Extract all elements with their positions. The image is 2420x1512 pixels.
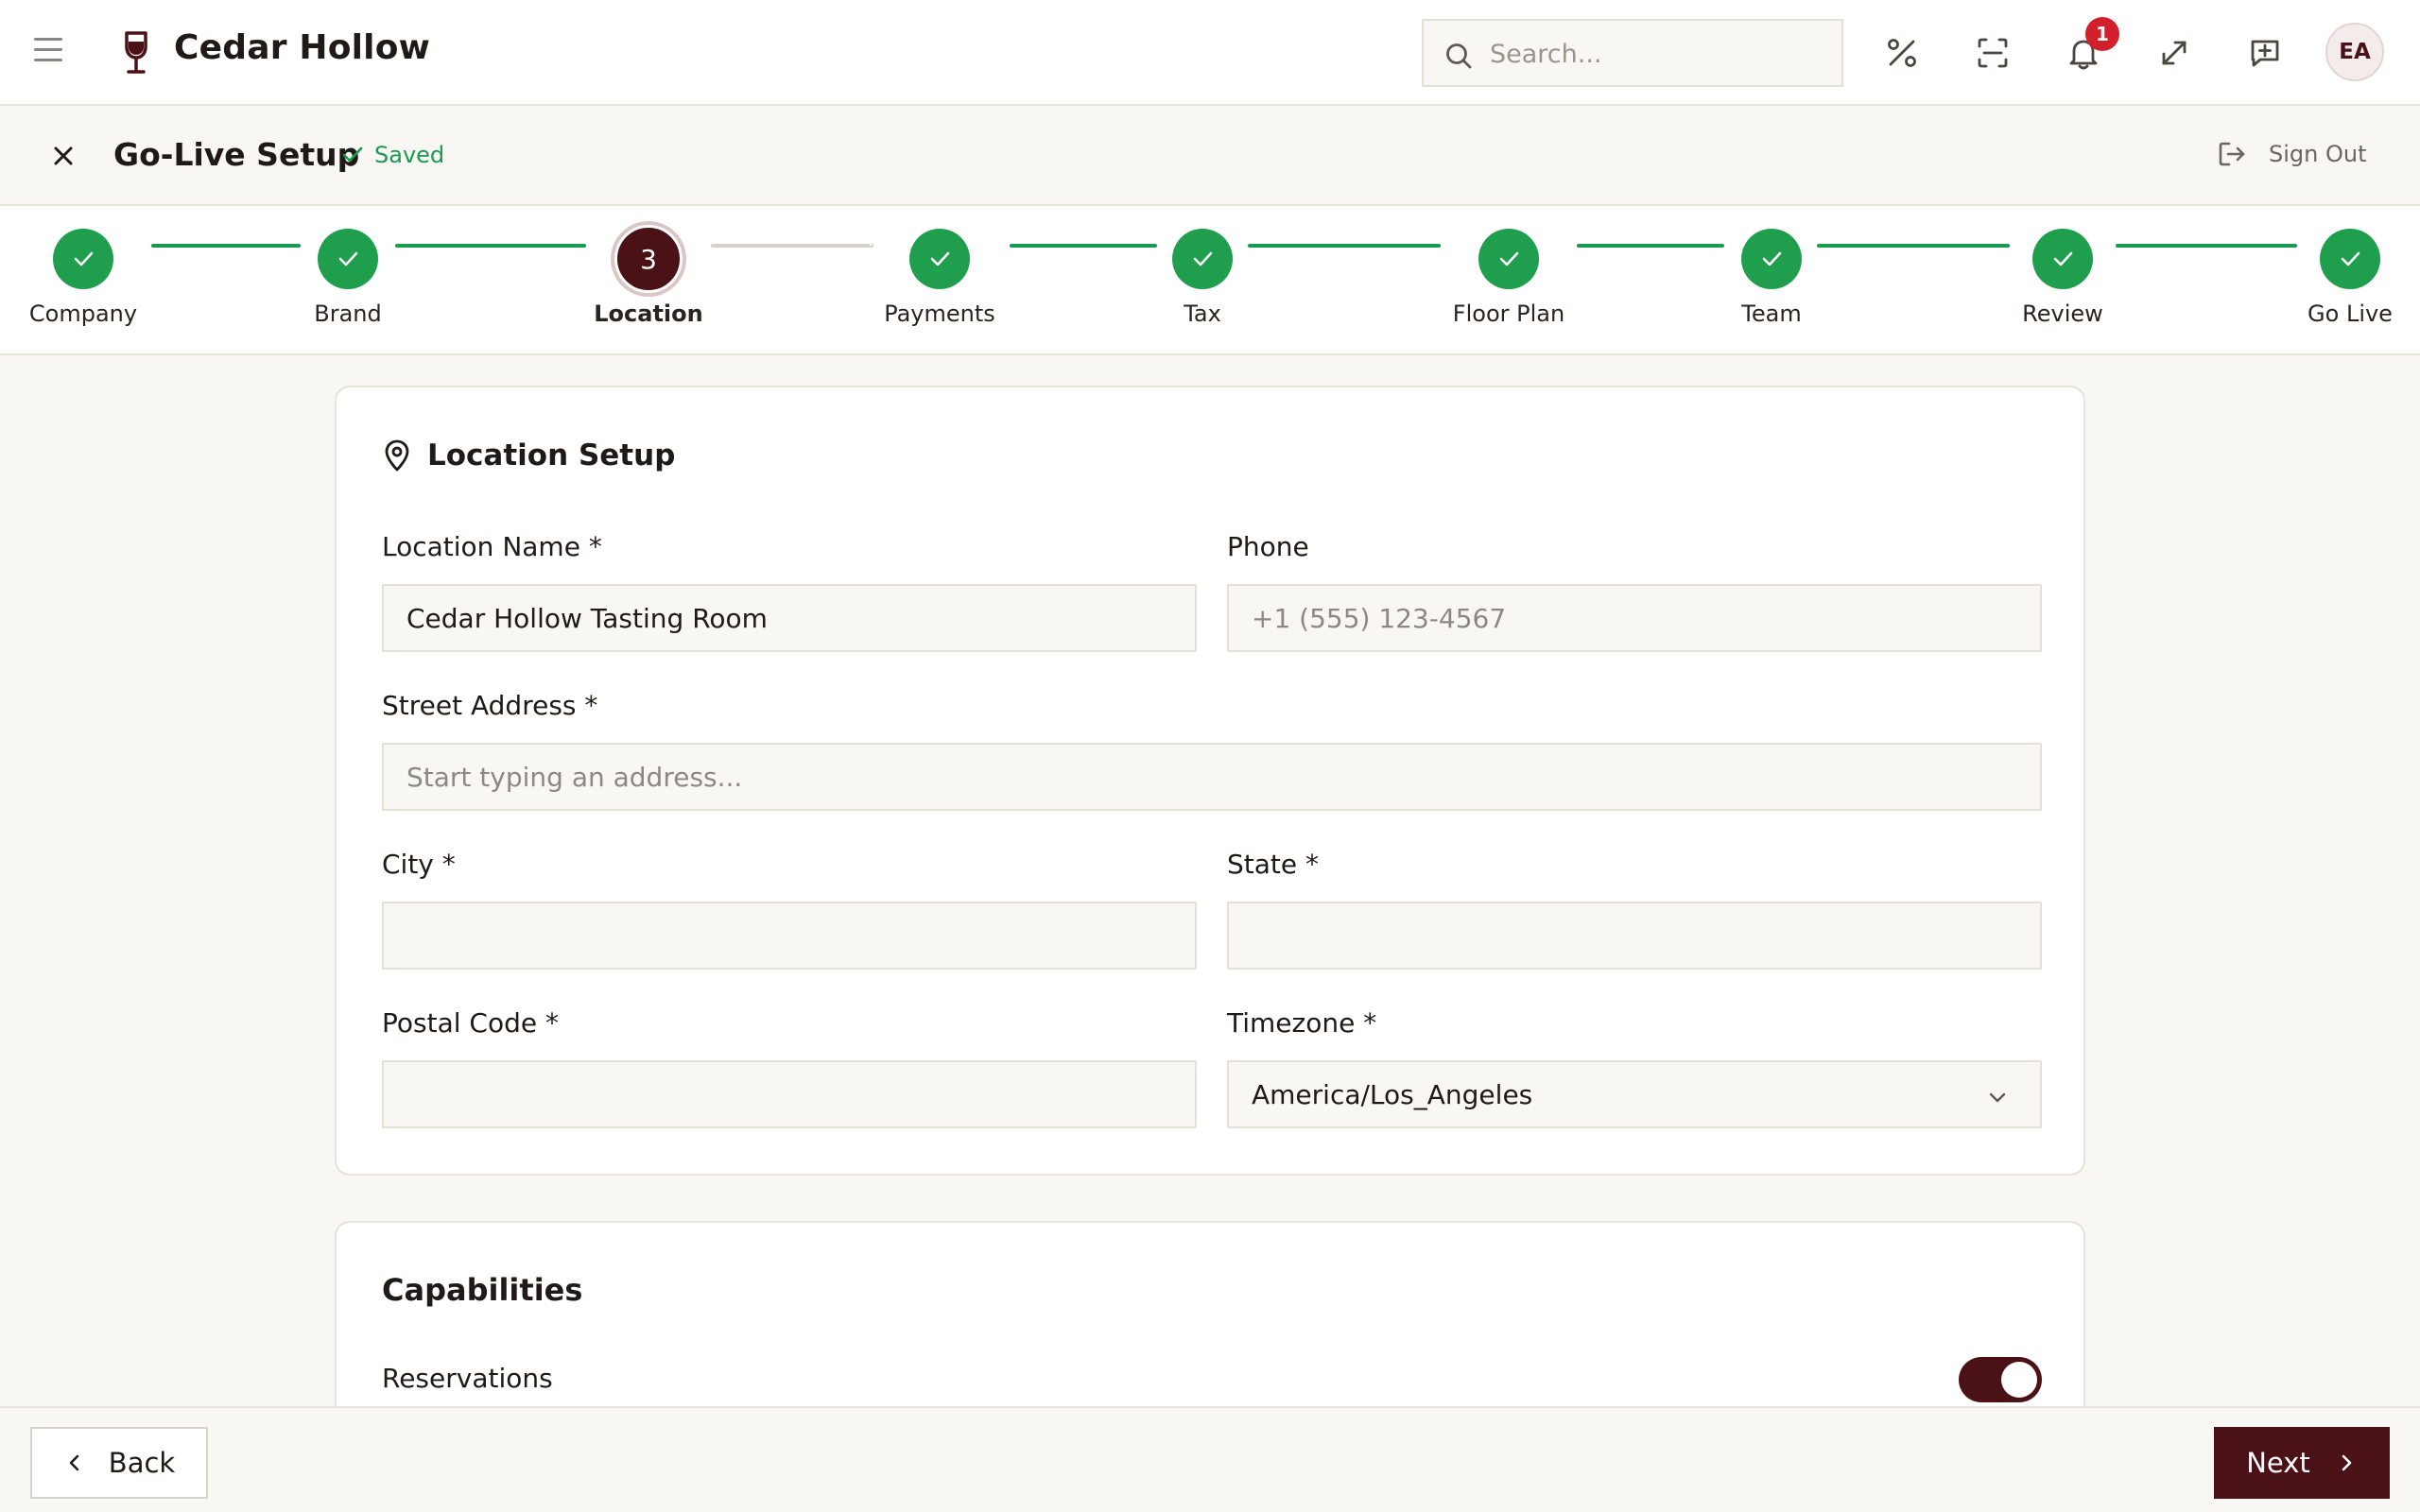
step-payments[interactable] [909,229,970,289]
feedback-icon[interactable] [2246,34,2284,72]
location-name-input[interactable] [384,586,1195,650]
top-app-bar: Cedar Hollow 1 EA [0,0,2420,106]
step-label: Review [2022,301,2103,327]
step-connector [395,244,586,248]
step-location[interactable]: 3 [614,225,683,293]
check-icon [2053,251,2073,266]
check-icon [930,251,950,266]
timezone-value: America/Los_Angeles [1252,1079,1533,1110]
chevron-right-icon [2342,1454,2352,1471]
back-button[interactable]: Back [30,1427,208,1499]
location-name-label: Location Name * [382,531,602,562]
step-label: Floor Plan [1452,301,1565,327]
location-setup-card: Location Setup Location Name * Phone Str… [335,386,2085,1176]
state-field[interactable] [1227,902,2042,970]
close-icon[interactable] [47,140,79,172]
step-floor-plan[interactable] [1478,229,1539,289]
step-number: 3 [640,243,657,275]
expand-icon[interactable] [2155,34,2193,72]
step-label: Location [594,301,703,327]
next-button[interactable]: Next [2214,1427,2390,1499]
check-icon [74,251,94,266]
step-connector [1817,244,2010,248]
app-name: Cedar Hollow [174,28,431,67]
street-address-field[interactable] [382,743,2042,811]
step-connector [1010,244,1157,248]
page-title: Go-Live Setup [113,136,360,173]
saved-status: Saved [340,142,444,168]
location-name-field[interactable] [382,584,1197,652]
phone-field[interactable] [1227,584,2042,652]
step-tax[interactable] [1172,229,1233,289]
percent-icon[interactable] [1883,34,1921,72]
step-label: Payments [884,301,995,327]
step-connector [2116,244,2297,248]
state-input[interactable] [1229,903,2040,968]
city-label: City * [382,849,456,880]
check-icon [1762,251,1782,266]
sign-out-icon [2219,142,2245,166]
chevron-left-icon [69,1454,79,1471]
search-input[interactable] [1490,34,1830,74]
progress-stepper: Company Brand 3 Location Payments Tax Fl… [0,206,2420,355]
step-company[interactable] [53,229,113,289]
reservations-toggle[interactable] [1959,1357,2042,1402]
city-field[interactable] [382,902,1197,970]
check-icon [2341,251,2360,266]
check-icon [1499,251,1519,266]
timezone-select[interactable]: America/Los_Angeles [1227,1060,2042,1128]
step-label: Brand [314,301,382,327]
check-icon [342,146,363,163]
next-label: Next [2246,1447,2310,1479]
street-address-label: Street Address * [382,690,598,721]
postal-code-field[interactable] [382,1060,1197,1128]
step-label: Team [1741,301,1802,327]
step-connector [151,244,301,248]
card-title: Location Setup [427,438,676,472]
bell-icon[interactable] [2065,34,2102,72]
menu-icon[interactable] [34,38,64,68]
check-icon [1193,251,1213,266]
reservations-label: Reservations [382,1363,553,1394]
chevron-down-icon [1989,1092,2006,1103]
search-icon [1446,43,1472,69]
step-label: Tax [1184,301,1221,327]
step-go-live[interactable] [2320,229,2380,289]
saved-label: Saved [374,142,445,168]
sign-out-button[interactable]: Sign Out [2216,138,2367,170]
step-brand[interactable] [318,229,378,289]
search-bar[interactable] [1422,19,1843,87]
step-connector [1577,244,1724,248]
setup-header: Go-Live Setup Saved Sign Out [0,106,2420,206]
postal-code-label: Postal Code * [382,1007,560,1039]
step-review[interactable] [2032,229,2093,289]
check-icon [338,251,358,266]
step-team[interactable] [1741,229,1802,289]
phone-input[interactable] [1229,586,2040,650]
map-pin-icon [385,439,409,472]
notification-badge: 1 [2085,17,2119,51]
scan-icon[interactable] [1974,34,2012,72]
step-connector-pending [711,244,873,248]
sign-out-label: Sign Out [2269,141,2367,167]
capabilities-title: Capabilities [382,1272,583,1308]
back-label: Back [108,1447,176,1479]
card-header: Location Setup [382,438,675,472]
timezone-label: Timezone * [1227,1007,1377,1039]
state-label: State * [1227,849,1320,880]
user-avatar[interactable]: EA [2325,23,2384,81]
postal-code-input[interactable] [384,1062,1195,1126]
step-label: Company [28,301,138,327]
wine-glass-logo-icon [125,31,147,74]
city-input[interactable] [384,903,1195,968]
street-address-input[interactable] [384,745,2040,809]
wizard-footer: Back Next [0,1406,2420,1512]
step-label: Go Live [2308,301,2393,327]
toggle-knob [2001,1362,2037,1398]
step-connector [1248,244,1441,248]
phone-label: Phone [1227,531,1309,562]
